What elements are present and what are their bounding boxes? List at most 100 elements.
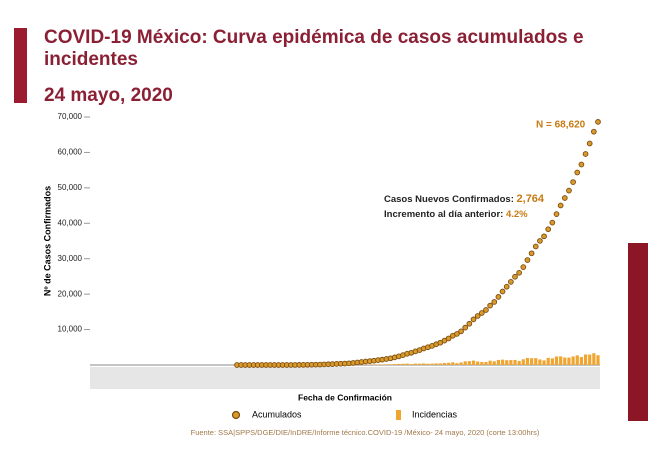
- annotation-value: 4.2%: [506, 209, 528, 220]
- bar: [463, 361, 467, 365]
- x-tick-band: [90, 367, 600, 389]
- y-axis-label: Nº de Casos Confirmados: [42, 186, 52, 296]
- annotation: Incremento al día anterior: 4.2%: [384, 209, 528, 220]
- bar: [509, 360, 513, 365]
- point: [549, 219, 556, 226]
- point: [595, 119, 601, 125]
- bar: [401, 363, 405, 365]
- point: [532, 243, 539, 250]
- bar: [583, 354, 588, 365]
- bar: [426, 363, 430, 365]
- bar: [376, 364, 380, 365]
- legend-label: Acumulados: [252, 409, 302, 419]
- point: [574, 169, 581, 176]
- point: [541, 233, 547, 240]
- point: [591, 128, 597, 135]
- bar: [546, 357, 550, 365]
- point: [508, 278, 514, 285]
- bar: [579, 357, 584, 365]
- bar: [588, 354, 592, 365]
- point: [499, 288, 506, 295]
- annotation-label: Incremento al día anterior:: [384, 209, 503, 220]
- x-axis-label: Fecha de Confirmación: [298, 392, 392, 402]
- bar: [592, 353, 596, 365]
- bar: [397, 363, 401, 365]
- bar: [388, 364, 393, 365]
- bar: [571, 356, 575, 365]
- point: [483, 307, 489, 313]
- bar: [538, 359, 542, 365]
- bar: [559, 356, 563, 365]
- y-tick-label: 20,000: [58, 289, 83, 298]
- point: [561, 195, 568, 201]
- point: [578, 161, 585, 168]
- legend-marker: [396, 410, 401, 420]
- bar: [417, 363, 422, 365]
- bar: [447, 362, 451, 365]
- point: [570, 179, 576, 185]
- bar: [384, 364, 388, 365]
- bar: [567, 357, 571, 365]
- bar: [413, 363, 418, 365]
- bar: [550, 358, 554, 365]
- annotation-value: 2,764: [517, 193, 545, 205]
- bar: [517, 361, 521, 365]
- bar: [554, 356, 559, 365]
- bar: [596, 355, 600, 365]
- bar: [513, 359, 517, 365]
- point: [478, 310, 485, 316]
- point: [491, 299, 498, 305]
- point: [495, 294, 502, 300]
- bar: [438, 363, 442, 365]
- legend-marker: [231, 410, 241, 420]
- point: [528, 250, 535, 257]
- annotation: N = 68,620: [536, 120, 586, 131]
- title: incidentes: [44, 49, 138, 70]
- bar: [563, 357, 567, 365]
- bar: [521, 359, 525, 365]
- bar: [430, 363, 434, 365]
- point: [474, 313, 481, 319]
- bar: [500, 359, 505, 365]
- bar: [534, 358, 538, 365]
- point: [445, 335, 452, 342]
- point: [466, 320, 473, 327]
- bar: [451, 362, 455, 365]
- point: [582, 151, 589, 157]
- bar: [476, 361, 480, 365]
- point: [557, 202, 564, 209]
- point: [487, 302, 493, 309]
- bar: [405, 363, 409, 365]
- bar: [505, 360, 509, 365]
- point: [520, 264, 527, 270]
- bar: [575, 355, 579, 365]
- bar: [488, 360, 492, 365]
- bar: [471, 360, 476, 365]
- y-tick-label: 30,000: [58, 254, 83, 263]
- point: [553, 211, 560, 217]
- bar: [467, 361, 471, 365]
- y-tick-label: 40,000: [58, 218, 83, 227]
- accent-bar: [628, 243, 648, 421]
- point: [458, 328, 464, 335]
- bar: [409, 364, 413, 365]
- y-tick-label: 70,000: [58, 112, 83, 121]
- y-tick-label: 10,000: [58, 325, 83, 334]
- point: [454, 331, 460, 337]
- annotation-label: Casos Nuevos Confirmados:: [384, 194, 514, 205]
- bar: [422, 363, 426, 365]
- bar: [442, 362, 447, 365]
- y-tick-label: 50,000: [58, 183, 83, 192]
- point: [537, 238, 543, 244]
- point: [470, 316, 477, 323]
- point: [545, 226, 552, 233]
- bar: [484, 361, 488, 365]
- annotation: Casos Nuevos Confirmados: 2,764: [384, 193, 545, 205]
- bar: [459, 362, 463, 365]
- point: [566, 187, 572, 194]
- title: COVID-19 México: Curva epidémica de caso…: [44, 27, 584, 48]
- bar: [492, 361, 496, 365]
- legend-label: Incidencias: [412, 409, 458, 419]
- bar: [496, 359, 501, 365]
